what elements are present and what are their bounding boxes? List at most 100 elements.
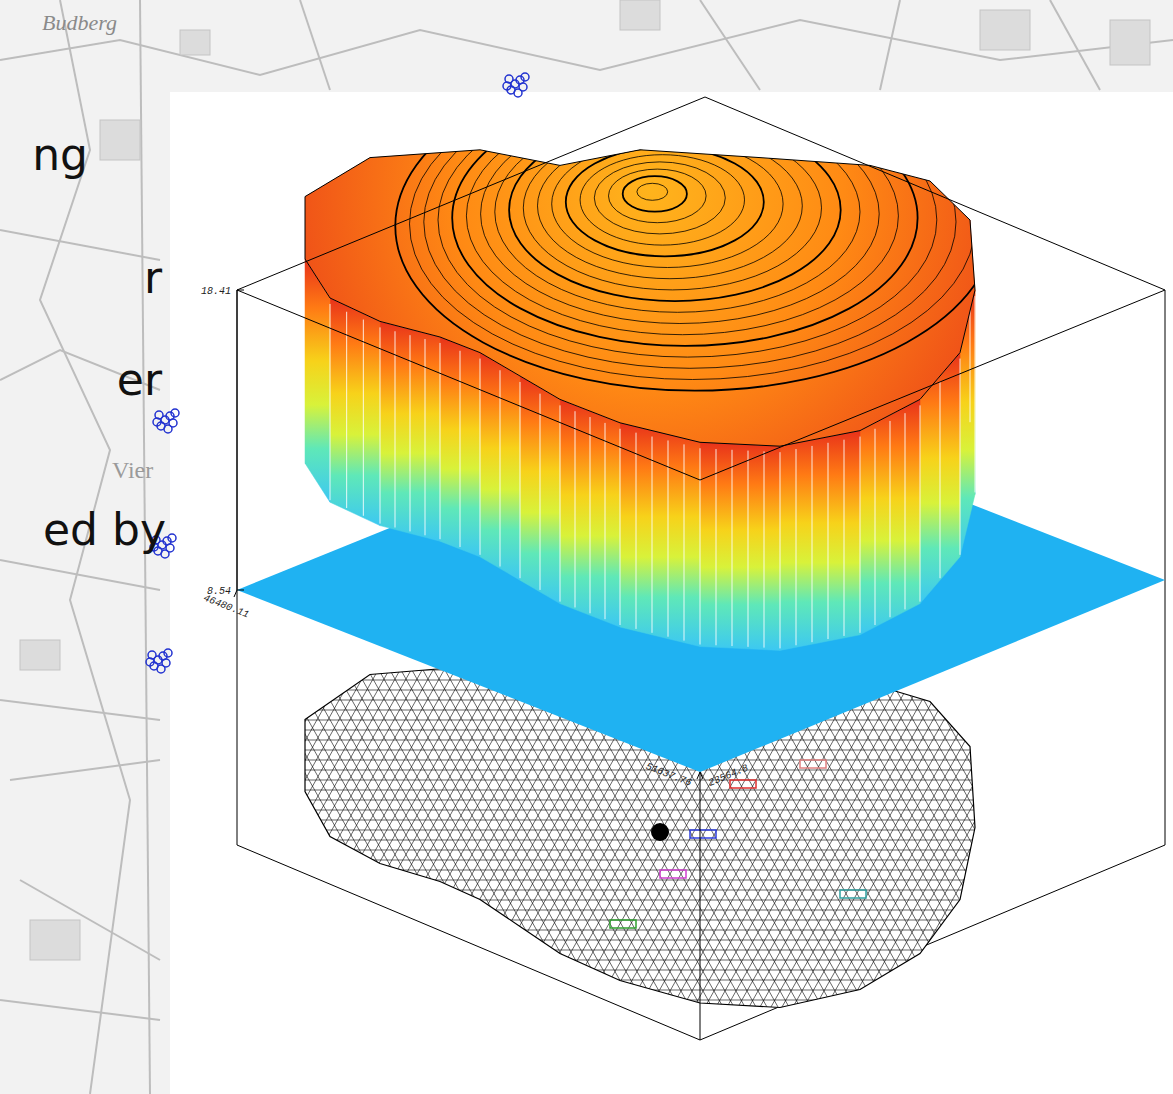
wall-line xyxy=(620,429,621,625)
tick-label: 18.41 xyxy=(201,286,231,297)
wall-line xyxy=(920,405,921,601)
mesh-line xyxy=(1165,640,1173,1030)
wall-line xyxy=(812,446,813,642)
mesh-line xyxy=(1154,640,1173,1030)
mesh-line xyxy=(879,640,1099,1030)
well-marker xyxy=(164,649,172,657)
contour-line xyxy=(566,148,764,257)
mesh-line xyxy=(87,640,307,1030)
wall-line xyxy=(668,440,669,636)
contour-line xyxy=(481,104,880,323)
mesh-line xyxy=(0,640,10,1030)
mesh-line xyxy=(967,640,1173,1030)
contour-line xyxy=(438,92,937,357)
slide-text: r xyxy=(144,252,163,303)
mesh-line xyxy=(0,640,142,1030)
mesh-line xyxy=(1099,640,1173,1030)
wall-line xyxy=(605,423,606,619)
mesh-line xyxy=(290,990,990,991)
map-road xyxy=(700,0,760,90)
wall-line xyxy=(796,449,797,645)
mesh-line xyxy=(1110,640,1173,1030)
mesh-line xyxy=(1000,640,1173,1030)
plot-panel xyxy=(170,92,1173,1094)
mesh-line xyxy=(1055,640,1173,1030)
mesh-line xyxy=(1000,640,1173,1030)
mesh-line xyxy=(0,640,109,1030)
mesh-line xyxy=(21,640,241,1030)
mesh-line xyxy=(1132,640,1173,1030)
mesh-line xyxy=(10,640,230,1030)
mesh-line xyxy=(1088,640,1173,1030)
mesh-line xyxy=(846,640,1066,1030)
mesh-line xyxy=(21,640,241,1030)
contour-line xyxy=(552,140,783,267)
contour-line xyxy=(580,155,744,245)
mesh-line xyxy=(846,640,1066,1030)
mesh-line xyxy=(43,640,263,1030)
contour-line xyxy=(466,97,898,335)
surface-wall xyxy=(305,259,330,502)
mesh-line xyxy=(0,640,186,1030)
wall-line xyxy=(960,359,961,555)
mesh-line xyxy=(1077,640,1173,1030)
wall-line xyxy=(732,450,733,646)
mesh-line xyxy=(120,640,340,1030)
mesh-line xyxy=(0,640,131,1030)
mesh-line xyxy=(0,640,21,1030)
surface-wall xyxy=(780,431,860,651)
box-edge xyxy=(700,290,1165,480)
contour-line xyxy=(623,176,687,211)
mesh-line xyxy=(32,640,252,1030)
mesh-line xyxy=(1154,640,1173,1030)
map-block xyxy=(20,640,60,670)
mesh-dense-zone xyxy=(651,823,669,841)
box-edge xyxy=(237,97,705,290)
mesh-line xyxy=(0,640,98,1030)
mesh-line xyxy=(1066,640,1173,1030)
mesh-line xyxy=(868,640,1088,1030)
map-block xyxy=(1110,20,1150,65)
wall-line xyxy=(460,351,461,547)
mesh-line xyxy=(290,760,990,761)
well-marker xyxy=(171,409,179,417)
mesh-line xyxy=(0,640,43,1030)
tick-label: 46480.11 xyxy=(202,593,251,621)
contour-line xyxy=(495,111,860,312)
mesh-line xyxy=(0,640,54,1030)
mesh-line xyxy=(901,640,1121,1030)
mesh-line xyxy=(290,780,990,781)
map-road xyxy=(0,230,160,260)
mesh-line xyxy=(142,640,362,1030)
mesh-line xyxy=(0,640,142,1030)
mesh-line xyxy=(945,640,1165,1030)
mesh-line xyxy=(1011,640,1173,1030)
mesh-line xyxy=(0,640,76,1030)
mesh-line xyxy=(0,640,153,1030)
mesh-line xyxy=(32,640,252,1030)
wall-line xyxy=(636,433,637,629)
mesh-line xyxy=(65,640,285,1030)
mesh-line xyxy=(923,640,1143,1030)
mesh-line xyxy=(0,640,219,1030)
wall-line xyxy=(780,452,781,648)
wall-line xyxy=(905,413,906,609)
mesh-line xyxy=(131,640,351,1030)
well-marker xyxy=(521,73,529,81)
map-road xyxy=(0,1000,160,1020)
mesh-line xyxy=(1088,640,1173,1030)
well-marker xyxy=(157,665,165,673)
mesh-line xyxy=(43,640,263,1030)
wall-line xyxy=(590,417,591,613)
plot-area xyxy=(305,92,995,650)
wall-line xyxy=(440,343,441,539)
mesh-line xyxy=(120,640,340,1030)
mesh-line xyxy=(934,640,1154,1030)
surface-wall xyxy=(520,376,560,604)
mesh-line xyxy=(1044,640,1173,1030)
mesh-line xyxy=(290,900,990,901)
tick-mark xyxy=(697,772,700,779)
map-label: Budberg xyxy=(42,10,117,35)
mesh-line xyxy=(290,980,990,981)
mesh-line xyxy=(868,640,1088,1030)
